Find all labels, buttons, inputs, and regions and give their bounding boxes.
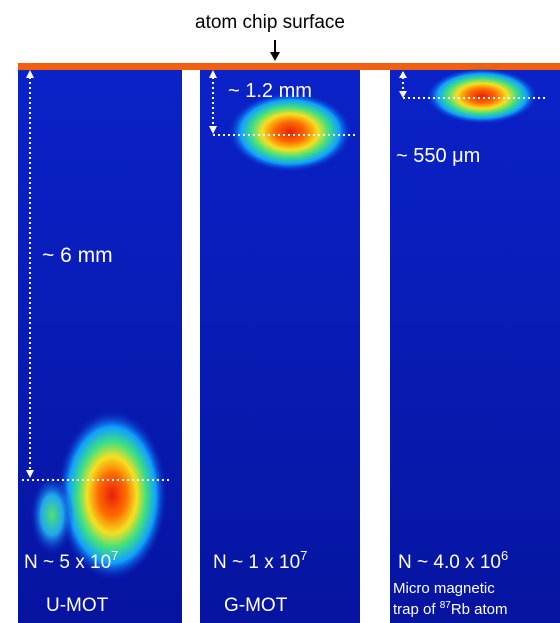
label-text: Rb atom [451, 601, 508, 618]
distance-label: ~ 1.2 mm [228, 80, 312, 102]
distance-label: ~ 6 mm [42, 244, 113, 267]
panel-label: trap of 87Rb atom [393, 600, 508, 618]
atom-number: N ~ 1 x 107 [213, 548, 307, 573]
label-superscript: 87 [440, 600, 452, 611]
panel-label: U-MOT [46, 595, 109, 616]
atom-number: N ~ 5 x 107 [24, 548, 118, 573]
label-text: trap of [393, 601, 440, 618]
atom-number: N ~ 4.0 x 106 [398, 548, 508, 573]
atom-cloud [426, 68, 538, 124]
atom-cloud [30, 475, 74, 555]
atom-number-base: N ~ 4.0 x 10 [398, 552, 501, 573]
atom-number-exponent: 6 [501, 548, 508, 563]
atom-number-exponent: 7 [111, 548, 118, 563]
atom-number-base: N ~ 5 x 10 [24, 552, 111, 573]
panel-label: Micro magnetic [393, 580, 495, 597]
title: atom chip surface [195, 12, 345, 33]
atom-number-exponent: 7 [300, 548, 307, 563]
atom-number-base: N ~ 1 x 10 [213, 552, 300, 573]
panel-label: G-MOT [224, 595, 288, 616]
distance-label: ~ 550 μm [396, 145, 480, 167]
figure: atom chip surface ~ 6 mm ~ 1.2 mm ~ 550 … [0, 0, 560, 623]
arrow [270, 40, 280, 61]
atom-cloud [228, 92, 352, 172]
